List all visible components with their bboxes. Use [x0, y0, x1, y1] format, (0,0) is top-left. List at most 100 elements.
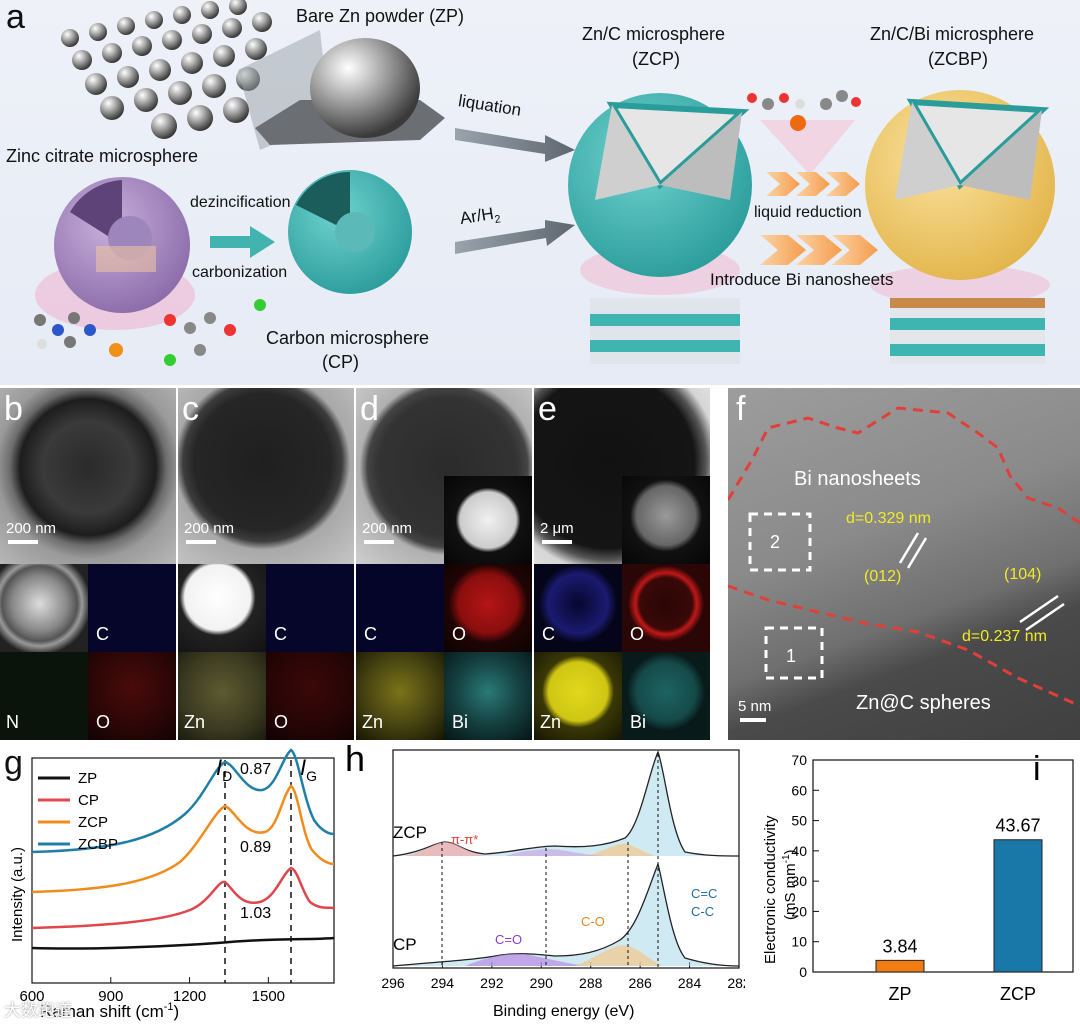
x-tick-label: 290: [530, 975, 554, 991]
map-c-e: C: [534, 564, 622, 652]
map-o-c: O: [266, 652, 354, 740]
watermark: 大数跑道: [4, 1001, 72, 1020]
x-tick-label: 286: [628, 975, 652, 991]
d-spacing-2: d=0.237 nm: [962, 628, 1047, 645]
ratio-cp: 1.03: [240, 905, 271, 922]
co-peak-zcp: [585, 843, 655, 856]
cp-envelope: [392, 861, 740, 967]
conductivity-ylabel-1: Electronic conductivity: [762, 815, 779, 964]
panel-label-b: b: [4, 390, 23, 428]
map-bi-d: Bi: [444, 652, 532, 740]
c=o-label: C=O: [495, 932, 522, 947]
panel-label-d: d: [360, 390, 379, 428]
id-label: ID: [216, 755, 232, 784]
cp-title-line2: (CP): [322, 352, 359, 372]
molecule-icons: [34, 90, 861, 366]
x-tick-label: 900: [98, 988, 123, 1005]
bi-nanosheets-label: Bi nanosheets: [794, 468, 921, 490]
x-tick-label: 600: [19, 988, 44, 1005]
bar-value-label: 43.67: [995, 816, 1040, 836]
panel-label-a: a: [6, 0, 25, 36]
plot-frame: [812, 759, 1074, 973]
x-tick-label: 294: [431, 975, 455, 991]
scale-label-d: 200 nm: [362, 520, 413, 537]
ratio-zcp: 0.89: [240, 839, 271, 856]
x-tick-label: 284: [678, 975, 702, 991]
scale-label-f: 5 nm: [738, 698, 772, 715]
zn-spheres-label: Zn@C spheres: [856, 692, 991, 714]
y-tick-label: 10: [791, 934, 807, 950]
tem-image-c: c 200 nm: [178, 388, 354, 564]
raman-xlabel: Raman shift (cm-1): [40, 1001, 179, 1021]
pi-peak-zcp: [405, 842, 485, 856]
map-c-c: C: [266, 564, 354, 652]
c=o-peak-cp: [465, 953, 585, 966]
zinc-citrate-label: Zinc citrate microsphere: [6, 146, 199, 166]
zcbp-title-line1: Zn/C/Bi microsphere: [870, 24, 1035, 44]
bar-zp: [875, 959, 925, 973]
liquid-reduction-label: liquid reduction: [754, 204, 862, 221]
panel-label-h: h: [345, 742, 365, 779]
introduce-bi-label: Introduce Bi nanosheets: [710, 270, 894, 289]
y-tick-label: 70: [791, 752, 807, 768]
zcp-title-line1: Zn/C microsphere: [582, 24, 726, 44]
scale-label-e: 2 μm: [540, 520, 574, 537]
legend-label: ZP: [78, 770, 97, 787]
c=c-label: C=C: [691, 886, 717, 901]
scale-bar: [186, 540, 216, 544]
y-tick-label: 0: [799, 964, 807, 980]
xps-xlabel: Binding energy (eV): [493, 1003, 634, 1020]
scale-label-c: 200 nm: [184, 520, 235, 537]
panel-label-e: e: [538, 390, 557, 428]
scale-bar: [542, 540, 572, 544]
dezincification-label: dezincification: [190, 194, 291, 211]
raman-ylabel: Intensity (a.u.): [9, 847, 26, 942]
map-o-b: O: [88, 652, 176, 740]
zcbp-cross-section: [890, 298, 1045, 364]
scale-label-b: 200 nm: [6, 520, 57, 537]
c-o-label: C-O: [581, 914, 605, 929]
y-tick-label: 50: [791, 813, 807, 829]
map-c-d: C: [356, 564, 444, 652]
bar-zcp: [993, 839, 1043, 973]
x-tick-label: 288: [579, 975, 603, 991]
y-tick-label: 30: [791, 873, 807, 889]
panel-label-g: g: [4, 744, 23, 782]
panel-label-i: i: [1033, 750, 1041, 788]
zp-title: Bare Zn powder (ZP): [296, 6, 465, 26]
x-tick-label: 296: [381, 975, 405, 991]
zcbp-title-line2: (ZCBP): [928, 49, 988, 69]
map-bi-e: Bi: [622, 652, 710, 740]
orange-chevrons: [760, 172, 878, 265]
map-n-b: N: [0, 652, 88, 740]
ig-label: IG: [300, 755, 317, 784]
series-zp: [31, 936, 335, 950]
xps-chart: 296 294 292 290 288 286 284 282 h ZCP CP π-π* C…: [345, 742, 745, 1020]
x-tick-label: 1200: [173, 988, 206, 1005]
zcp-title-line2: (ZCP): [632, 49, 680, 69]
pi-pi-label: π-π*: [451, 832, 478, 847]
ratio-zcbp: 0.87: [240, 761, 271, 778]
hrtem-image-f: f Bi nanosheets d=0.329 nm (012) (104) d…: [728, 388, 1080, 740]
plot-frame: [31, 757, 335, 984]
plane-012: (012): [864, 568, 902, 585]
x-tick-label: 282: [727, 975, 745, 991]
y-tick-label: 20: [791, 903, 807, 919]
map-o-d: O: [444, 564, 532, 652]
zn-powder-balls: [61, 0, 272, 139]
carbonization-label: carbonization: [192, 264, 288, 281]
tem-image-b: b 200 nm: [0, 388, 176, 564]
haadf-image-c: [178, 564, 266, 652]
category-label: ZCP: [1000, 984, 1036, 1004]
y-tick-label: 40: [791, 843, 807, 859]
series-label-cp: CP: [393, 935, 417, 954]
legend-label: ZCBP: [78, 836, 118, 853]
x-tick-label: 1500: [252, 988, 285, 1005]
zcp-envelope: [392, 750, 740, 857]
tem-image-e: e 2 μm: [534, 388, 710, 564]
map-o-e: O: [622, 564, 710, 652]
schematic-panel: a Bare Zn powder (ZP) Zn/C microsphere (…: [0, 0, 1080, 385]
x-tick-label: 292: [480, 975, 504, 991]
c=o-peak-zcp: [505, 849, 605, 856]
series-label-zcp: ZCP: [393, 823, 427, 842]
